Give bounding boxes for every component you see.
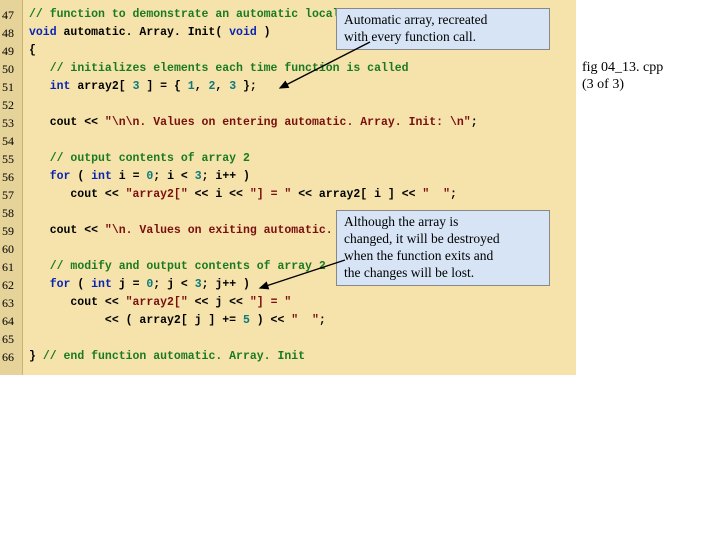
arrow-to-modify-loop — [0, 0, 720, 540]
